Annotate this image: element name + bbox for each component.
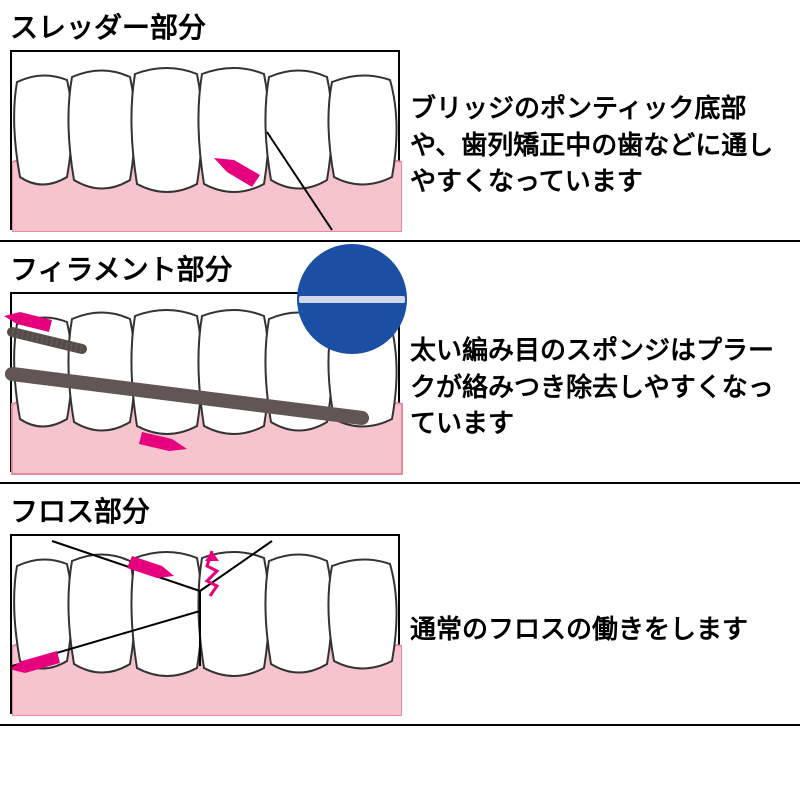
section-body: 通常のフロスの働きをします [0,534,800,724]
description: 太い編み目のスポンジはプラークが絡みつき除去しやすくなっています [410,332,800,441]
description: 通常のフロスの働きをします [410,611,756,647]
illustration-threader [10,50,400,230]
illustration-floss [10,534,400,714]
section-body: 太い編み目のスポンジはプラークが絡みつき除去しやすくなっています [0,292,800,482]
description: ブリッジのポンティック底部や、歯列矯正中の歯などに通しやすくなっています [410,90,800,199]
section-body: ブリッジのポンティック底部や、歯列矯正中の歯などに通しやすくなっています [0,50,800,240]
filament-detail-circle [297,244,407,354]
section-threader: スレッダー部分 [0,0,800,242]
section-title: フロス部分 [0,484,800,534]
section-title: スレッダー部分 [0,0,800,50]
section-filament: フィラメント部分 [0,242,800,484]
section-floss: フロス部分 [0,484,800,726]
illustration-filament [10,292,400,472]
